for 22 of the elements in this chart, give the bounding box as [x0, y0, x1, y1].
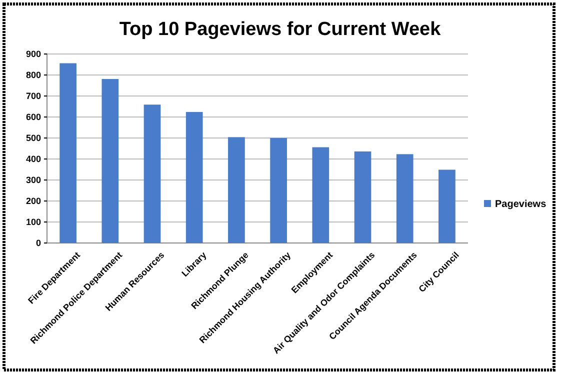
- y-tick-label: 700: [26, 90, 41, 101]
- y-tick-label: 500: [26, 132, 41, 143]
- y-tick-label: 300: [26, 174, 41, 185]
- bar: [228, 137, 245, 243]
- legend-label: Pageviews: [495, 199, 547, 210]
- chart-title: Top 10 Pageviews for Current Week: [119, 19, 442, 40]
- bar: [60, 63, 76, 243]
- y-tick-label: 200: [26, 196, 41, 206]
- bar: [102, 78, 119, 243]
- y-tick-label: 600: [26, 112, 41, 122]
- y-tick-label: 400: [26, 154, 41, 164]
- y-tick-label: 0: [36, 238, 41, 248]
- bar: [186, 112, 203, 243]
- y-tick-label: 100: [26, 216, 41, 227]
- y-tick-label: 800: [26, 70, 41, 80]
- y-tick-label: 900: [26, 48, 41, 59]
- bar: [144, 104, 161, 243]
- bar: [396, 154, 414, 243]
- bar: [354, 151, 372, 243]
- bar: [270, 138, 287, 243]
- bar: [312, 147, 330, 243]
- bar: [438, 170, 456, 243]
